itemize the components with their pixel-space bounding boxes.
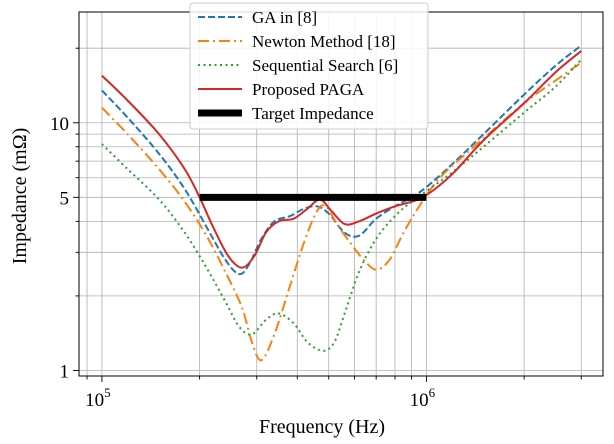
- legend: GA in [8] Newton Method [18] Sequential Se…: [189, 2, 429, 130]
- legend-label-newton-method-18: Newton Method [18]: [252, 32, 396, 51]
- y-axis-label: Impedance (mΩ): [9, 128, 31, 264]
- legend-label-sequential-search-6: Sequential Search [6]: [252, 56, 398, 75]
- legend-label-proposed-paga: Proposed PAGA: [252, 80, 365, 99]
- series-line-ga-in-8: [101, 44, 582, 276]
- x-tick-label: 105: [85, 385, 111, 411]
- y-tick-label: 1: [60, 361, 70, 382]
- series-group: [101, 44, 582, 362]
- legend-box: [189, 2, 429, 130]
- y-tick-label: 5: [60, 188, 70, 209]
- x-axis-label: Frequency (Hz): [259, 416, 385, 438]
- x-tick-label: 106: [410, 385, 436, 411]
- axis-ticks: 105 106 1 5 10: [50, 47, 582, 411]
- series-line-newton-method-18: [101, 61, 582, 362]
- y-tick-label: 10: [50, 114, 69, 135]
- legend-label-ga-in-8: GA in [8]: [252, 8, 317, 27]
- legend-label-target-impedance: Target Impedance: [252, 104, 374, 123]
